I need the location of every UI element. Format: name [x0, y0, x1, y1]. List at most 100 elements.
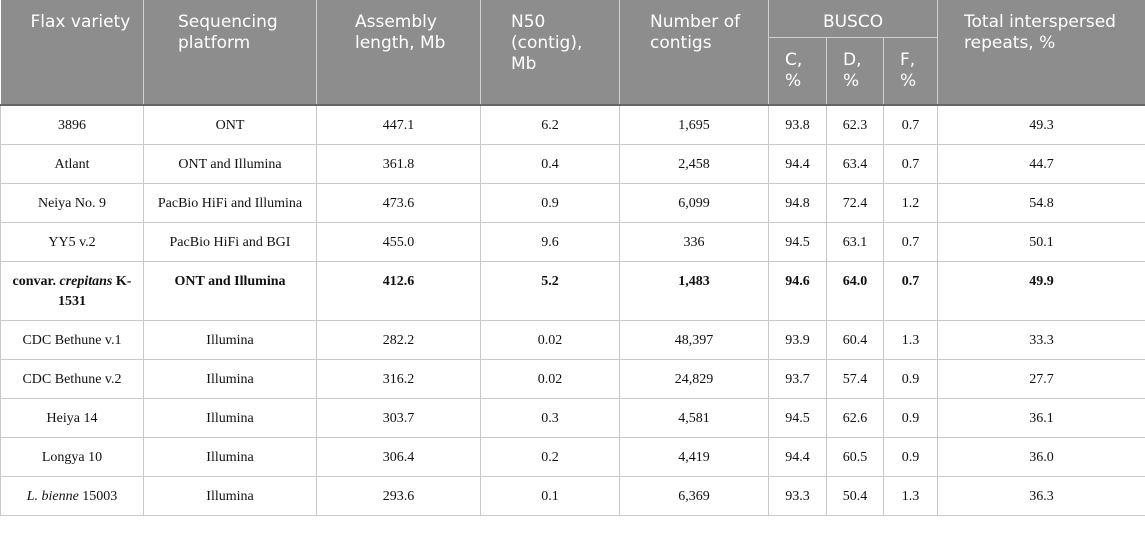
cell: 62.3	[826, 104, 884, 145]
cell: Illumina	[143, 359, 317, 399]
cell: 293.6	[316, 476, 481, 516]
cell-text: 15003	[82, 489, 118, 504]
cell: 93.7	[768, 359, 827, 399]
cell: 49.3	[937, 104, 1145, 145]
cell-text: YY5 v.2	[48, 235, 96, 250]
cell: 0.02	[480, 320, 620, 360]
cell: 24,829	[619, 359, 769, 399]
cell: 1.3	[882, 476, 939, 516]
cell: 94.4	[768, 437, 827, 477]
cell: 36.3	[937, 476, 1145, 516]
cell: Longya 10	[0, 437, 144, 477]
cell: CDC Bethune v.1	[0, 320, 144, 360]
cell: 303.7	[316, 398, 481, 438]
cell: 93.3	[768, 476, 827, 516]
cell: 0.4	[480, 144, 620, 184]
subheader-cell: F, %	[883, 37, 939, 106]
cell: Heiya 14	[0, 398, 144, 438]
header-row: Flax variety Sequencing platform Assembly …	[0, 0, 1145, 106]
cell: L. bienne 15003	[0, 476, 144, 516]
header-cell: N50 (contig), Mb	[480, 0, 620, 106]
cell: 0.9	[882, 398, 939, 438]
cell: 44.7	[937, 144, 1145, 184]
cell: 4,419	[619, 437, 769, 477]
cell: 0.9	[480, 183, 620, 223]
cell: ONT and Illumina	[143, 144, 317, 184]
cell: 60.5	[826, 437, 884, 477]
cell: 94.8	[768, 183, 827, 223]
cell-text: Neiya No. 9	[37, 196, 107, 211]
cell: 36.1	[937, 398, 1145, 438]
cell-text: 3896	[58, 118, 86, 133]
data-table: Flax variety Sequencing platform Assembly …	[0, 0, 1145, 516]
cell: 455.0	[316, 222, 481, 262]
cell: 1,695	[619, 104, 769, 145]
cell: 0.7	[882, 222, 939, 262]
table-row: YY5 v.2 PacBio HiFi and BGI 455.0 9.6 336 94.…	[0, 222, 1145, 262]
cell: 94.5	[768, 222, 827, 262]
subheader-cell: C, %	[768, 37, 827, 106]
cell: YY5 v.2	[0, 222, 144, 262]
cell: Illumina	[143, 476, 317, 516]
cell: 336	[619, 222, 769, 262]
cell: 1.2	[882, 183, 939, 223]
cell: 50.4	[826, 476, 884, 516]
cell-text: L. bienne	[26, 489, 79, 504]
cell: 60.4	[826, 320, 884, 360]
header-cell: BUSCO	[768, 0, 939, 38]
cell: PacBio HiFi and BGI	[143, 222, 317, 262]
cell: 50.1	[937, 222, 1145, 262]
header-cell: Flax variety	[0, 0, 144, 106]
cell: ONT	[143, 104, 317, 145]
cell: 0.9	[882, 359, 939, 399]
cell: Illumina	[143, 398, 317, 438]
cell: Atlant	[0, 144, 144, 184]
cell-text: K-1531	[58, 274, 132, 309]
cell-text: convar.	[12, 274, 56, 289]
cell-text: Heiya 14	[46, 411, 98, 426]
header-cell: Assembly length, Mb	[316, 0, 481, 106]
cell: 1,483	[619, 261, 769, 321]
cell: 36.0	[937, 437, 1145, 477]
cell: CDC Bethune v.2	[0, 359, 144, 399]
cell: 361.8	[316, 144, 481, 184]
cell-text: crepitans	[59, 274, 113, 289]
cell: 9.6	[480, 222, 620, 262]
cell: Neiya No. 9	[0, 183, 144, 223]
cell: 282.2	[316, 320, 481, 360]
cell-text: CDC Bethune v.2	[22, 372, 122, 387]
cell: 93.8	[768, 104, 827, 145]
table-row: Longya 10 Illumina 306.4 0.2 4,419 94.4 60.5 0.…	[0, 437, 1145, 477]
cell: 2,458	[619, 144, 769, 184]
cell: 57.4	[826, 359, 884, 399]
cell: 94.5	[768, 398, 827, 438]
cell: 0.7	[882, 104, 939, 145]
table-row: CDC Bethune v.2 Illumina 316.2 0.02 24,829 93…	[0, 359, 1145, 399]
cell: 54.8	[937, 183, 1145, 223]
cell: 94.4	[768, 144, 827, 184]
cell: 316.2	[316, 359, 481, 399]
table-row: CDC Bethune v.1 Illumina 282.2 0.02 48,397 93…	[0, 320, 1145, 360]
cell-text: Atlant	[54, 157, 90, 172]
cell: 4,581	[619, 398, 769, 438]
cell: 0.1	[480, 476, 620, 516]
cell: 6.2	[480, 104, 620, 145]
cell: Illumina	[143, 437, 317, 477]
cell: 0.7	[882, 144, 939, 184]
cell: 94.6	[768, 261, 827, 321]
cell: 412.6	[316, 261, 481, 321]
cell: 0.7	[882, 261, 939, 321]
cell: 6,369	[619, 476, 769, 516]
table-row: Neiya No. 9 PacBio HiFi and Illumina 473.6…	[0, 183, 1145, 223]
table-row: 3896 ONT 447.1 6.2 1,695 93.8 62.3 0.7 49.3	[0, 104, 1145, 145]
cell: 33.3	[937, 320, 1145, 360]
cell: 1.3	[882, 320, 939, 360]
cell-text: CDC Bethune v.1	[22, 333, 122, 348]
cell: 447.1	[316, 104, 481, 145]
cell: PacBio HiFi and Illumina	[143, 183, 317, 223]
cell: 5.2	[480, 261, 620, 321]
cell: 62.6	[826, 398, 884, 438]
subheader-cell: D, %	[826, 37, 884, 106]
header-cell: Number of contigs	[619, 0, 769, 106]
